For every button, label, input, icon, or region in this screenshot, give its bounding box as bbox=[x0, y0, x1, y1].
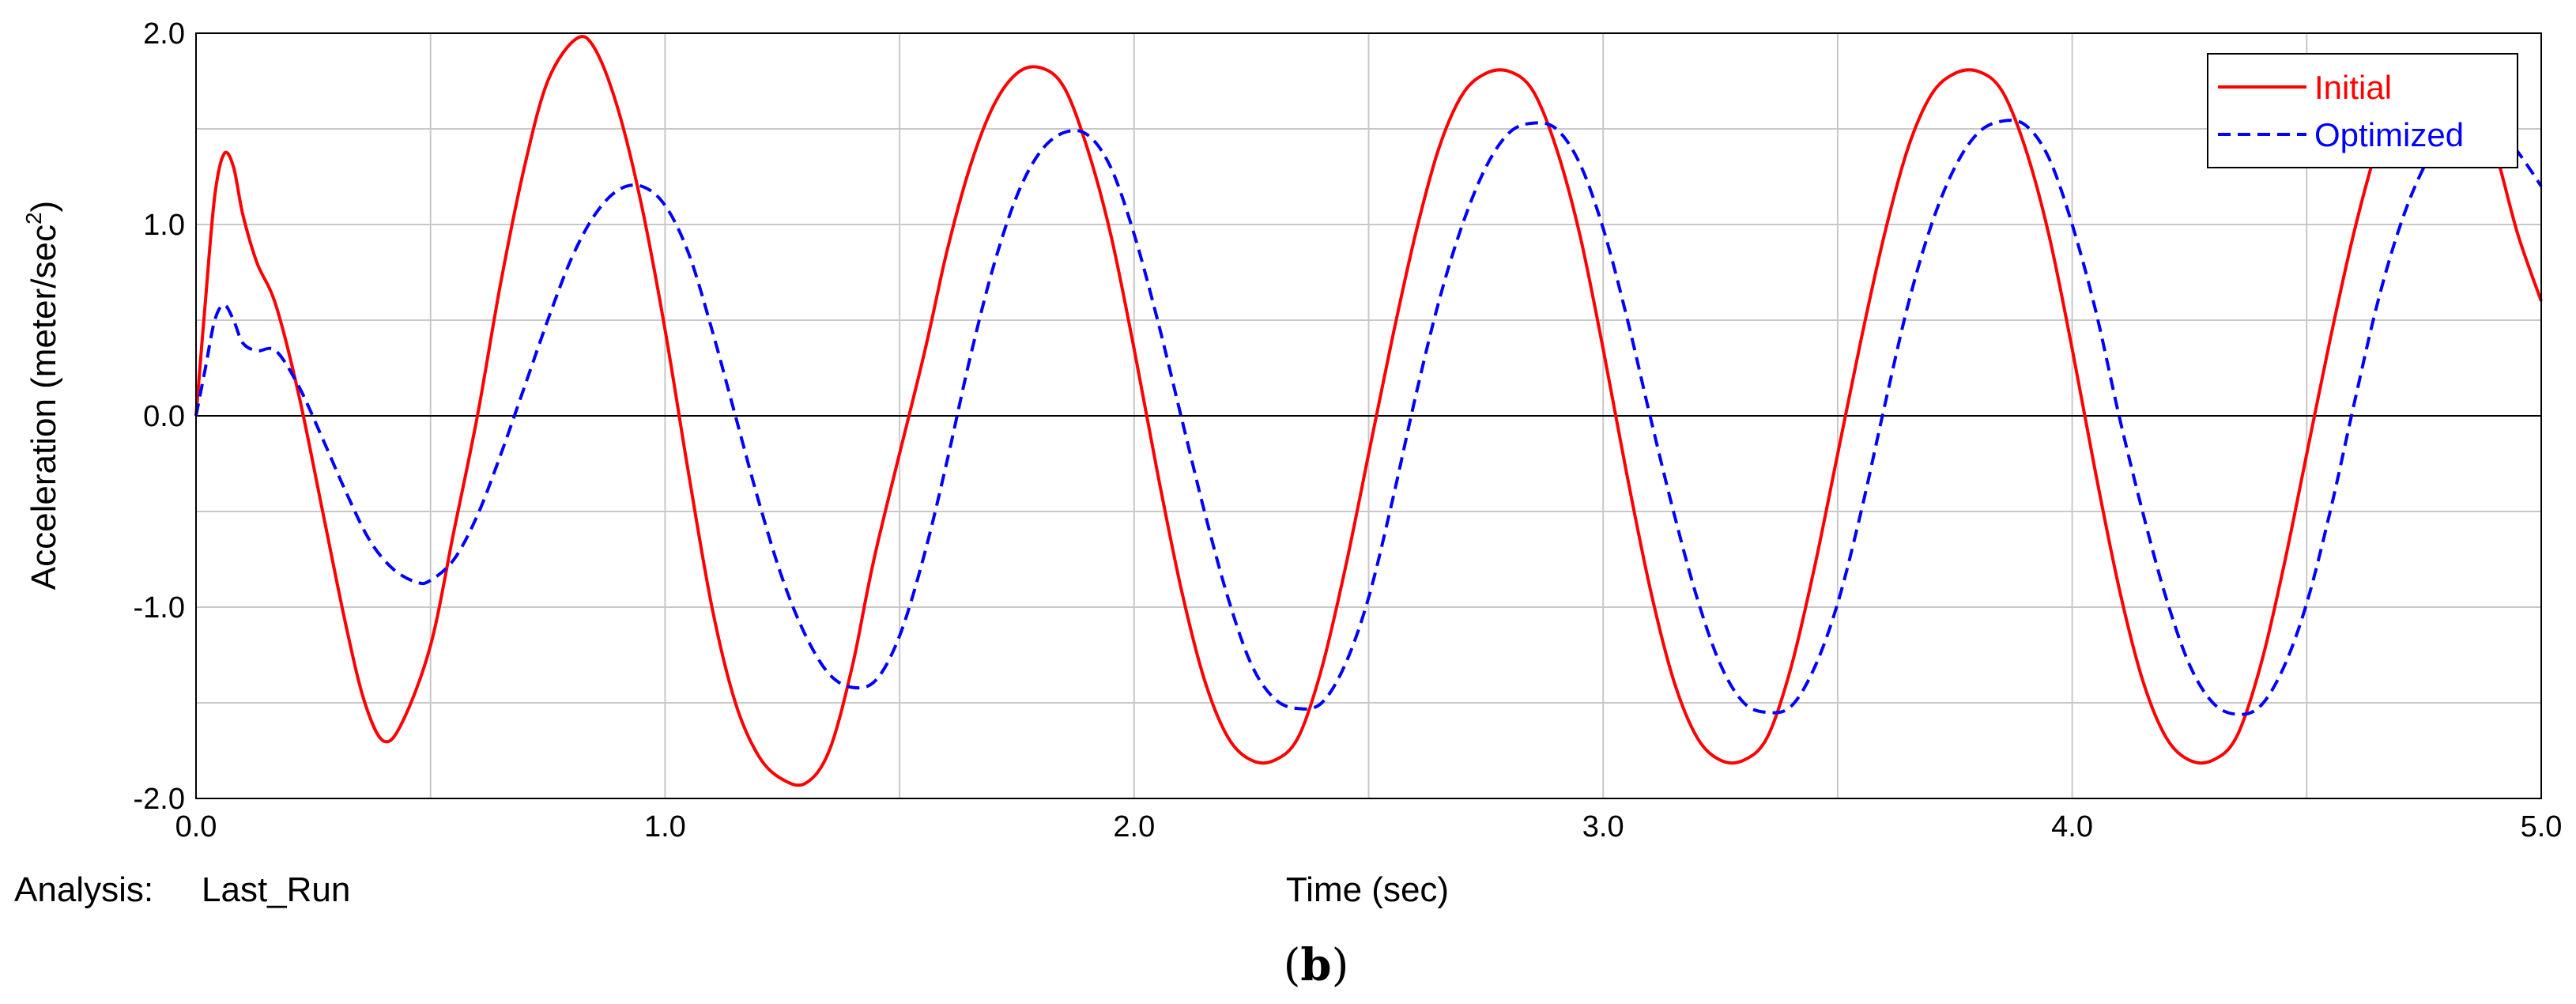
x-axis-title: Time (sec) bbox=[1286, 870, 1449, 909]
x-tick-label-2: 2.0 bbox=[1113, 810, 1155, 844]
analysis-value: Last_Run bbox=[202, 870, 350, 909]
y-tick-label-2: 0.0 bbox=[143, 400, 185, 433]
series-line-optimized bbox=[194, 117, 2543, 716]
caption-open: ( bbox=[1284, 940, 1301, 991]
series-layer bbox=[194, 35, 2543, 787]
series-line-initial bbox=[194, 35, 2543, 787]
x-tick-label-5: 5.0 bbox=[2521, 810, 2563, 844]
y-axis-title-close: ) bbox=[25, 201, 63, 213]
figure-caption: (b) bbox=[1284, 939, 1349, 991]
y-tick-label-0: -2.0 bbox=[134, 783, 185, 816]
caption-close: ) bbox=[1332, 940, 1349, 991]
y-axis-title-sup: 2 bbox=[21, 212, 46, 225]
x-tick-label-0: 0.0 bbox=[175, 810, 217, 844]
y-tick-label-3: 1.0 bbox=[143, 209, 185, 242]
x-tick-label-4: 4.0 bbox=[2051, 810, 2093, 844]
legend-box bbox=[2207, 53, 2518, 168]
legend-label-initial: Initial bbox=[2314, 69, 2392, 106]
y-tick-label-4: 2.0 bbox=[143, 17, 185, 51]
caption-letter: b bbox=[1300, 939, 1331, 991]
analysis-label: Analysis: bbox=[14, 870, 153, 909]
tick-labels: 0.0 1.0 2.0 3.0 4.0 5.0 -2.0 -1.0 0.0 1.0 2.0 bbox=[134, 17, 2563, 844]
x-tick-label-1: 1.0 bbox=[644, 810, 686, 844]
y-axis-title-base: Acceleration (meter/sec bbox=[25, 225, 63, 590]
legend-label-optimized: Optimized bbox=[2314, 116, 2464, 153]
legend: Initial Optimized bbox=[2207, 53, 2518, 168]
y-tick-label-1: -1.0 bbox=[134, 591, 185, 625]
y-axis-title: Acceleration (meter/sec2) bbox=[21, 201, 63, 590]
plot-frame bbox=[195, 32, 2542, 799]
x-tick-label-3: 3.0 bbox=[1582, 810, 1624, 844]
